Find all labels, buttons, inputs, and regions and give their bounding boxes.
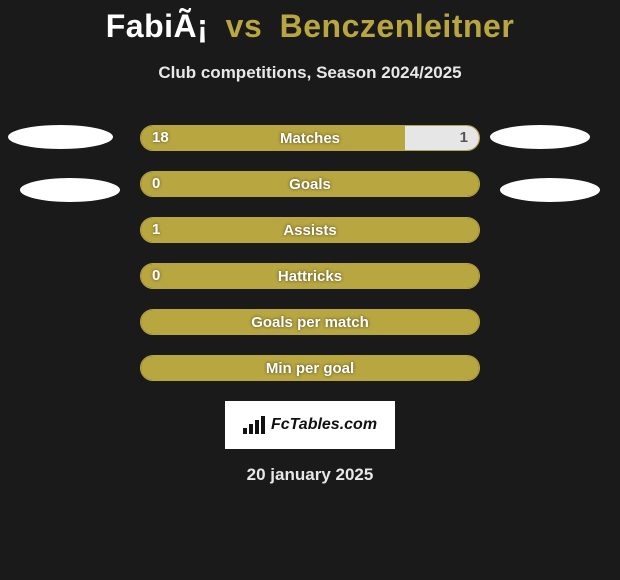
logo-text: FcTables.com [271,416,377,434]
stat-bar-left [141,356,479,380]
logo-bar [249,424,253,434]
stat-value-left: 1 [152,217,160,243]
stat-bar-left [141,218,479,242]
player2-name: Benczenleitner [280,8,515,44]
stat-bar-track: Matches [140,125,480,151]
stat-bar-left [141,310,479,334]
stat-bar-track: Assists [140,217,480,243]
stat-bar-track: Goals [140,171,480,197]
logo-bar [255,420,259,434]
stat-value-left: 0 [152,263,160,289]
stat-row: Min per goal [0,355,620,383]
stat-row: Assists1 [0,217,620,245]
stat-value-left: 18 [152,125,169,151]
stat-row: Goals0 [0,171,620,199]
stat-bar-track: Goals per match [140,309,480,335]
stat-rows: Matches181Goals0Assists1Hattricks0Goals … [0,125,620,383]
logo-bar [261,416,265,434]
stat-bar-left [141,172,479,196]
comparison-title: FabiÃ¡ vs Benczenleitner [0,0,620,45]
stat-row: Goals per match [0,309,620,337]
logo-bar [243,428,247,434]
date-label: 20 january 2025 [0,465,620,485]
player1-name: FabiÃ¡ [106,8,209,44]
stat-bar-track: Hattricks [140,263,480,289]
stat-bar-left [141,126,405,150]
vs-label: vs [226,8,263,44]
stat-value-right: 1 [460,125,468,151]
stats-card: FabiÃ¡ vs Benczenleitner Club competitio… [0,0,620,490]
stat-row: Matches18 1 [0,125,620,153]
logo-bars-icon [243,416,265,434]
stat-bar-left [141,264,479,288]
fctables-logo: FcTables.com [225,401,395,449]
stat-bar-track: Min per goal [140,355,480,381]
subtitle: Club competitions, Season 2024/2025 [0,63,620,83]
stat-value-left: 0 [152,171,160,197]
stat-row: Hattricks0 [0,263,620,291]
